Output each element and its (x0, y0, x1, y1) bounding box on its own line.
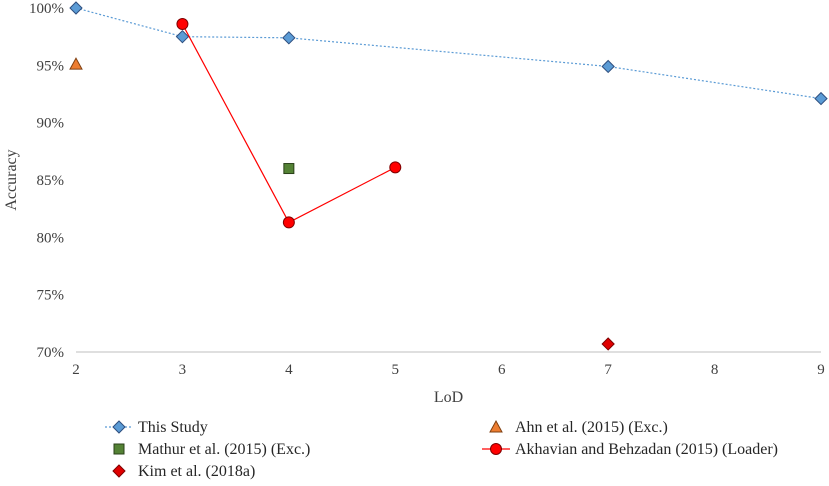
series-kim-et-al-2018a (601, 337, 615, 351)
series-line (181, 23, 396, 224)
legend-item-mathur-et-al-2015-exc: Mathur et al. (2015) (Exc.) (113, 441, 310, 458)
y-tick-label: 75% (37, 288, 65, 304)
legend-marker (112, 464, 126, 478)
x-axis-title: LoD (434, 389, 463, 406)
legend-label: Mathur et al. (2015) (Exc.) (138, 441, 310, 458)
x-tick-labels: 2 3 4 5 6 7 8 9 (72, 362, 825, 378)
data-point (176, 18, 189, 31)
data-point (283, 163, 295, 175)
legend-label: Kim et al. (2018a) (138, 463, 255, 480)
legend-label: This Study (138, 419, 208, 436)
plot-area (69, 1, 828, 351)
legend-item-kim-et-al-2018a: Kim et al. (2018a) (112, 463, 255, 480)
series-this-study (69, 1, 828, 106)
x-tick-label: 9 (817, 362, 825, 378)
data-point (601, 59, 615, 74)
legend-marker (113, 443, 125, 455)
x-tick-label: 6 (498, 362, 506, 378)
data-point (601, 337, 615, 351)
data-point (175, 29, 190, 44)
legend: This Study Ahn et al. (2015) (Exc.) Mathur… (105, 419, 778, 480)
data-point (389, 161, 402, 174)
legend-item-akhavian-and-behzadan-2015-loader: Akhavian and Behzadan (2015) (Loader) (482, 441, 778, 458)
legend-label: Ahn et al. (2015) (Exc.) (515, 419, 668, 436)
x-tick-label: 5 (392, 362, 400, 378)
series-ahn-et-al-2015-exc (69, 57, 83, 70)
y-tick-label: 80% (37, 230, 65, 246)
series-mathur-et-al-2015-exc (283, 163, 295, 175)
data-point (69, 1, 83, 15)
x-tick-label: 2 (72, 362, 80, 378)
y-tick-labels: 70% 75% 80% 85% 90% 95% 100% (29, 1, 64, 361)
legend-label: Akhavian and Behzadan (2015) (Loader) (515, 441, 778, 458)
x-tick-label: 8 (711, 362, 719, 378)
y-tick-label: 85% (37, 173, 65, 189)
legend-marker (490, 443, 502, 455)
legend-item-ahn-et-al-2015-exc: Ahn et al. (2015) (Exc.) (489, 419, 668, 436)
x-tick-label: 4 (285, 362, 293, 378)
data-point (69, 57, 83, 70)
y-tick-label: 70% (37, 345, 65, 361)
x-tick-label: 7 (604, 362, 612, 378)
series-akhavian-and-behzadan-2015-loader (176, 18, 402, 229)
legend-marker (112, 420, 126, 434)
data-point (282, 216, 295, 229)
legend-marker (489, 419, 503, 433)
data-point (814, 91, 828, 106)
x-tick-label: 3 (179, 362, 187, 378)
y-tick-label: 100% (29, 1, 64, 17)
y-tick-label: 95% (37, 58, 65, 74)
legend-item-this-study: This Study (105, 419, 208, 436)
y-tick-label: 90% (37, 116, 65, 132)
data-point (282, 31, 296, 45)
y-axis-title: Accuracy (3, 149, 20, 210)
